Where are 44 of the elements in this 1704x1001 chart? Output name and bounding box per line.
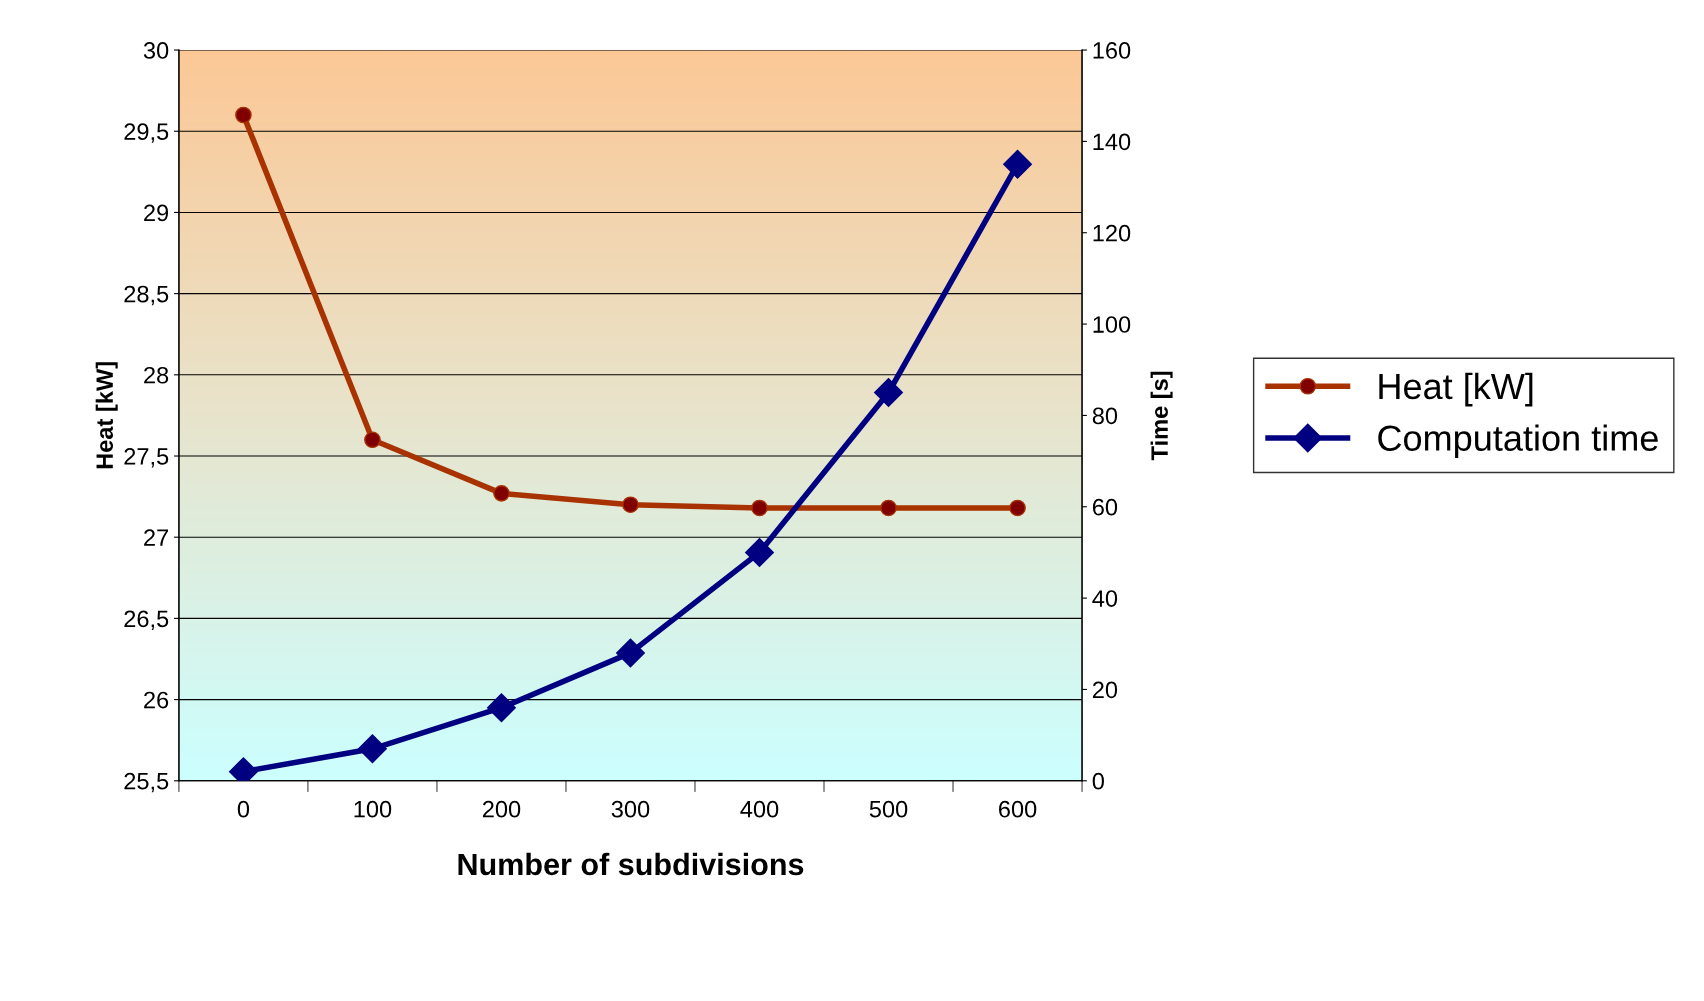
y2-tick-label: 20: [1092, 681, 1118, 699]
point: [493, 485, 510, 502]
point: [616, 638, 645, 668]
y2-axis-title: Time [s]: [1150, 371, 1173, 461]
point: [235, 106, 252, 124]
x-tick-label: 300: [611, 800, 650, 818]
point: [880, 499, 897, 517]
legend-label: Computation time: [1378, 424, 1658, 459]
y2-tick-label: 140: [1093, 133, 1131, 151]
point: [751, 499, 768, 517]
y2-tick-label: 0: [1092, 772, 1104, 790]
y-axis-title: Heat [kW]: [95, 362, 118, 469]
y-tick-label: 25,5: [124, 772, 169, 793]
y2-tick-label: 60: [1092, 498, 1118, 516]
y2-tick-label: 40: [1092, 590, 1118, 607]
point: [487, 693, 516, 723]
point: [358, 734, 387, 764]
y2-tick-label: 80: [1092, 407, 1118, 425]
point: [1003, 149, 1032, 179]
x-tick-label: 0: [237, 800, 250, 818]
point: [1009, 499, 1026, 517]
y-tick-label: 28,5: [124, 285, 169, 306]
x-tick-label: 100: [354, 800, 392, 818]
y-tick-label: 27: [144, 529, 169, 546]
x-axis-title: Number of subdivisions: [458, 852, 804, 876]
legend-label: Heat [kW]: [1379, 372, 1533, 407]
x-tick-label: 500: [869, 800, 908, 818]
point: [745, 537, 774, 567]
y-tick-label: 29,5: [124, 123, 169, 143]
y2-tick-label: 120: [1093, 224, 1131, 242]
x-tick-label: 200: [482, 800, 521, 818]
y-tick-label: 27,5: [124, 448, 169, 468]
y2-tick-label: 160: [1093, 42, 1131, 59]
y-tick-label: 29: [144, 204, 169, 222]
y2-tick-label: 100: [1093, 316, 1131, 333]
y-tick-label: 28: [144, 366, 169, 384]
point: [364, 431, 381, 449]
y-tick-label: 26,5: [124, 610, 169, 630]
point: [622, 496, 639, 514]
x-tick-label: 400: [740, 800, 779, 818]
y-tick-label: 26: [144, 691, 169, 709]
point: [874, 378, 903, 408]
x-tick-label: 600: [999, 800, 1037, 818]
y-tick-label: 30: [143, 42, 169, 59]
